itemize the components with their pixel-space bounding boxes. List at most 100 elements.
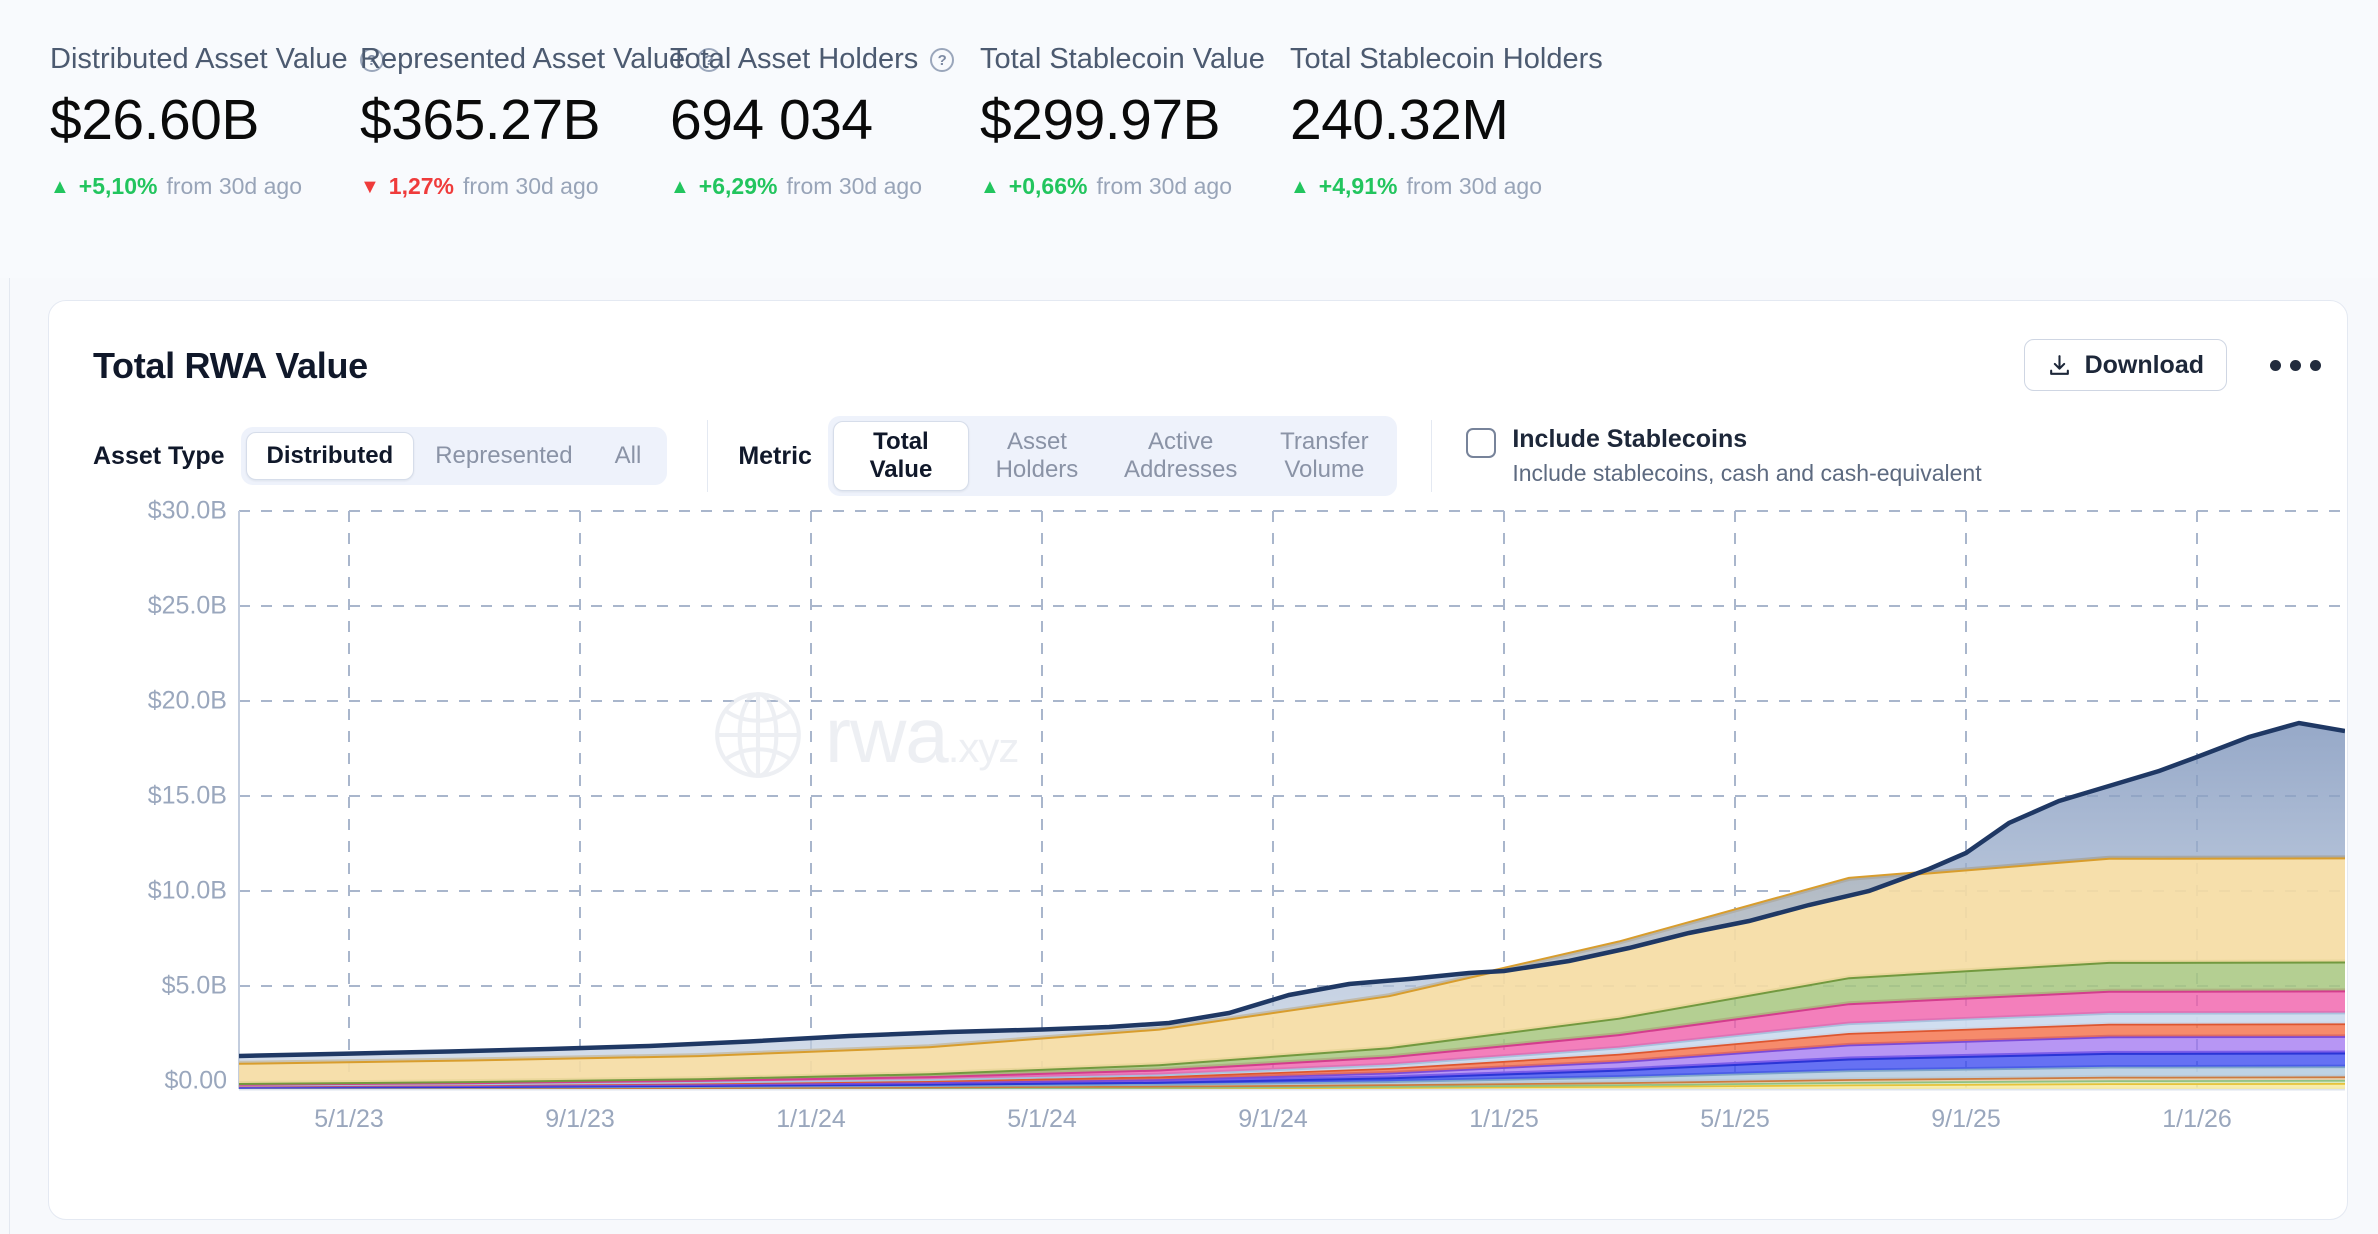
line-series-12	[239, 720, 2345, 1059]
area-series-9	[239, 990, 2345, 1085]
kpi-value: 240.32M	[1290, 88, 1509, 152]
kpi-delta-suffix: from 30d ago	[786, 173, 922, 199]
kpi-value: $299.97B	[980, 88, 1221, 152]
include-stablecoins-checkbox[interactable]	[1466, 428, 1497, 459]
kpi-delta-suffix: from 30d ago	[1096, 173, 1232, 199]
kpi-label: Represented Asset Value	[360, 43, 686, 75]
asset-type-option-represented[interactable]: Represented	[414, 432, 593, 480]
y-axis-labels: $30.0B $25.0B $20.0B $15.0B $10.0B $5.0B…	[49, 497, 239, 1101]
kpi-total-stablecoin-holders: Total Stablecoin Holders 240.32M ▲ +4,91…	[1290, 45, 1620, 200]
download-button[interactable]: Download	[2023, 339, 2227, 391]
kpi-label: Total Stablecoin Holders	[1290, 43, 1603, 75]
kpi-delta-pct: +5,10%	[78, 173, 158, 199]
kpi-header: Total Stablecoin Holders	[1290, 45, 1620, 74]
kpi-delta-suffix: from 30d ago	[1406, 173, 1542, 199]
kpi-delta: ▲ +6,29% from 30d ago	[670, 173, 980, 200]
stacked-area-chart[interactable]	[49, 501, 2348, 1101]
area-series-11	[239, 857, 2345, 1083]
kpi-label: Distributed Asset Value	[50, 43, 348, 75]
kpi-delta: ▲ +5,10% from 30d ago	[50, 173, 360, 200]
help-icon[interactable]: ?	[930, 47, 955, 72]
asset-type-option-distributed[interactable]: Distributed	[245, 431, 415, 481]
asset-type-option-all[interactable]: All	[594, 432, 663, 480]
kpi-strip: Distributed Asset Value ? $26.60B ▲ +5,1…	[0, 0, 2378, 278]
page-title: Total RWA Value	[93, 345, 368, 386]
metric-segmented-control: Total Value Asset Holders Active Addresses …	[827, 415, 1398, 497]
kpi-value: $26.60B	[50, 88, 259, 152]
area-series-10	[239, 961, 2345, 1084]
x-tick-label: 9/1/23	[545, 1105, 615, 1133]
kpi-header: Total Stablecoin Value	[980, 45, 1290, 74]
x-tick-label: 1/1/24	[776, 1105, 846, 1133]
trend-down-icon: ▼	[360, 175, 380, 198]
download-button-label: Download	[2084, 350, 2204, 379]
x-tick-label: 1/1/25	[1469, 1105, 1539, 1133]
metric-label: Metric	[738, 441, 812, 470]
y-tick-label: $25.0B	[147, 591, 227, 620]
kpi-header: Distributed Asset Value ?	[50, 43, 384, 75]
x-tick-label: 5/1/23	[314, 1105, 384, 1133]
page-left-edge	[9, 0, 10, 1234]
chart-controls: Asset Type Distributed Represented All M…	[93, 415, 2305, 497]
area-series-8	[239, 1012, 2345, 1086]
include-stablecoins-description: Include stablecoins, cash and cash-equiv…	[1512, 459, 1982, 486]
more-horizontal-icon-dot	[2310, 359, 2321, 371]
kpi-delta-suffix: from 30d ago	[166, 173, 302, 199]
help-icon[interactable]: ?	[697, 47, 722, 72]
x-axis-labels: 5/1/23 9/1/23 1/1/24 5/1/24 9/1/24 1/1/2…	[49, 1105, 2347, 1155]
controls-divider-1	[707, 420, 709, 492]
area-series-6	[239, 1036, 2345, 1087]
area-series-1	[239, 1083, 2345, 1089]
more-horizontal-icon-dot	[2290, 359, 2301, 371]
trend-up-icon: ▲	[1290, 175, 1310, 198]
kpi-delta: ▼ 1,27% from 30d ago	[360, 173, 670, 200]
line-series-11	[239, 855, 2345, 1065]
metric-option-total-value[interactable]: Total Value	[832, 420, 969, 492]
total-rwa-value-card: Total RWA Value Download Asset Type Dist…	[48, 300, 2348, 1220]
kpi-header: Total Asset Holders ?	[670, 45, 980, 74]
y-tick-label: $30.0B	[147, 496, 227, 525]
kpi-delta-pct: 1,27%	[388, 173, 455, 199]
y-tick-label: $0.00	[164, 1066, 227, 1095]
metric-option-asset-holders[interactable]: Asset Holders	[969, 421, 1105, 492]
asset-type-label: Asset Type	[93, 441, 225, 470]
kpi-total-stablecoin-value: Total Stablecoin Value $299.97B ▲ +0,66%…	[980, 45, 1290, 200]
kpi-total-asset-holders: Total Asset Holders ? 694 034 ▲ +6,29% f…	[670, 45, 980, 200]
area-series-7	[239, 1023, 2345, 1086]
include-stablecoins-control[interactable]: Include Stablecoins Include stablecoins,…	[1466, 425, 1982, 486]
kpi-header: Represented Asset Value ?	[360, 45, 722, 74]
controls-divider-2	[1431, 420, 1433, 492]
metric-option-transfer-volume[interactable]: Transfer Volume	[1256, 421, 1392, 492]
trend-up-icon: ▲	[50, 175, 70, 198]
kpi-delta-pct: +6,29%	[698, 173, 778, 199]
metric-option-active-addresses[interactable]: Active Addresses	[1105, 421, 1256, 492]
x-tick-label: 9/1/24	[1238, 1105, 1308, 1133]
trend-up-icon: ▲	[670, 175, 690, 198]
x-tick-label: 5/1/24	[1007, 1105, 1077, 1133]
kpi-delta: ▲ +0,66% from 30d ago	[980, 173, 1290, 200]
kpi-distributed-asset-value: Distributed Asset Value ? $26.60B ▲ +5,1…	[50, 43, 384, 200]
kpi-label: Total Asset Holders	[670, 43, 919, 75]
kpi-value: 694 034	[670, 88, 873, 152]
x-tick-label: 5/1/25	[1700, 1105, 1770, 1133]
x-tick-label: 1/1/26	[2162, 1105, 2232, 1133]
more-options-button[interactable]	[2270, 345, 2321, 385]
more-horizontal-icon-dot	[2270, 359, 2281, 371]
area-series-group	[239, 720, 2345, 1089]
download-icon	[2049, 354, 2069, 375]
trend-up-icon: ▲	[980, 175, 1000, 198]
chart-plot-area: $30.0B $25.0B $20.0B $15.0B $10.0B $5.0B…	[49, 497, 2348, 1219]
kpi-label: Total Stablecoin Value	[980, 43, 1265, 75]
y-tick-label: $5.0B	[161, 971, 227, 1000]
kpi-value: $365.27B	[360, 88, 601, 152]
y-tick-label: $20.0B	[147, 686, 227, 715]
asset-type-segmented-control: Distributed Represented All	[240, 426, 668, 486]
kpi-represented-asset-value: Represented Asset Value ? $365.27B ▼ 1,2…	[360, 45, 722, 200]
help-icon[interactable]: ?	[359, 47, 384, 72]
x-tick-label: 9/1/25	[1931, 1105, 2001, 1133]
kpi-delta-suffix: from 30d ago	[463, 173, 599, 199]
include-stablecoins-label: Include Stablecoins	[1512, 425, 1748, 454]
kpi-delta: ▲ +4,91% from 30d ago	[1290, 173, 1620, 200]
y-tick-label: $10.0B	[147, 876, 227, 905]
kpi-delta-pct: +4,91%	[1318, 173, 1398, 199]
